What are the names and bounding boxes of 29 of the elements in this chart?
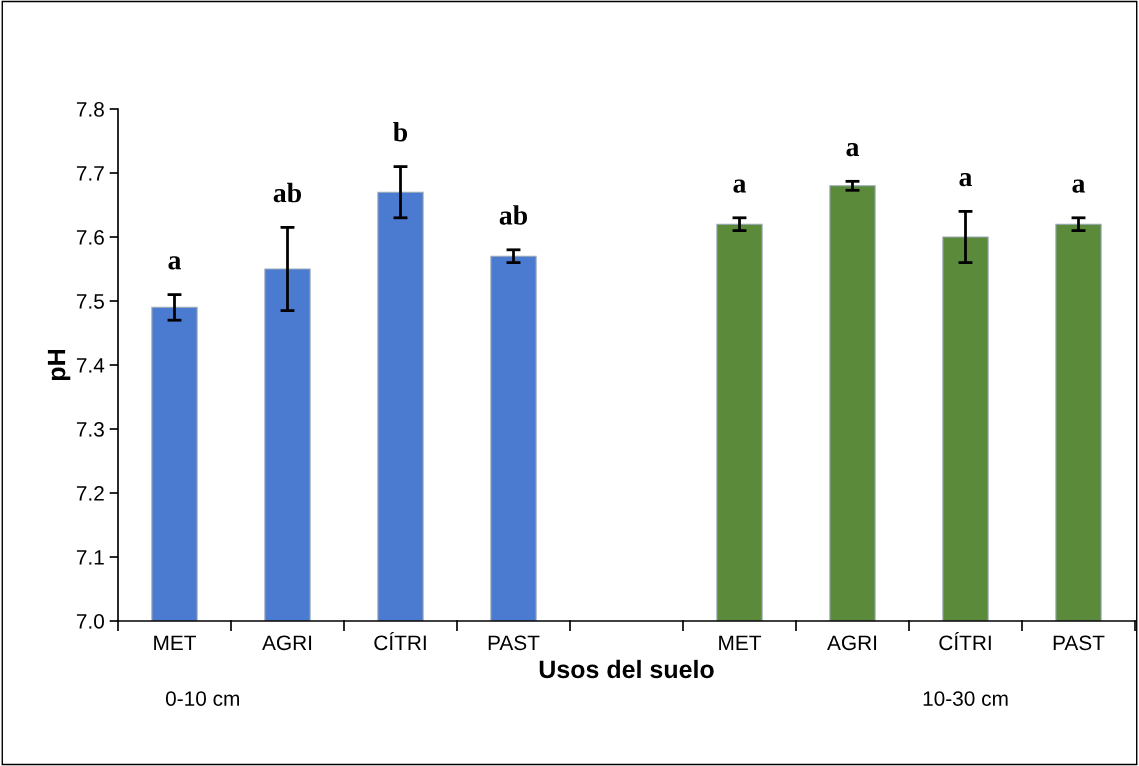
annotation: a [1072,179,1086,193]
y-tick-label: 7.6 [76,230,104,245]
annotation: a [168,256,182,270]
y-tick-label: 7.8 [76,102,104,117]
x-tick-label: MET [719,635,762,650]
text: 0-10 cm [165,691,240,706]
x-tick-label: PAST [488,635,540,651]
x-tick-label: AGRI [262,635,312,651]
text: 10-30 cm [923,691,1008,706]
x-tick-label: CÍTRI [939,631,991,651]
x-axis-title: Usos del suelo [539,659,714,679]
x-tick-label: AGRI [827,635,877,651]
annotation: b [393,121,408,142]
x-tick-label: CÍTRI [374,631,426,651]
annotation: a [733,179,747,193]
y-tick-label: 7.3 [76,422,104,437]
y-axis-title: pH [47,350,71,381]
y-tick-label: 7.1 [76,550,104,565]
annotation: ab [499,205,528,225]
annotation: ab [273,182,302,203]
annotation: a [846,142,860,157]
annotation: a [959,173,973,187]
y-tick-label: 7.2 [76,486,104,501]
y-tick-label: 7.5 [76,294,104,309]
y-tick-label: 7.7 [76,166,104,181]
y-tick-label: 7.0 [76,614,104,629]
x-tick-label: MET [154,635,197,650]
y-tick-label: 7.4 [76,358,105,373]
x-tick-label: PAST [1053,635,1105,651]
